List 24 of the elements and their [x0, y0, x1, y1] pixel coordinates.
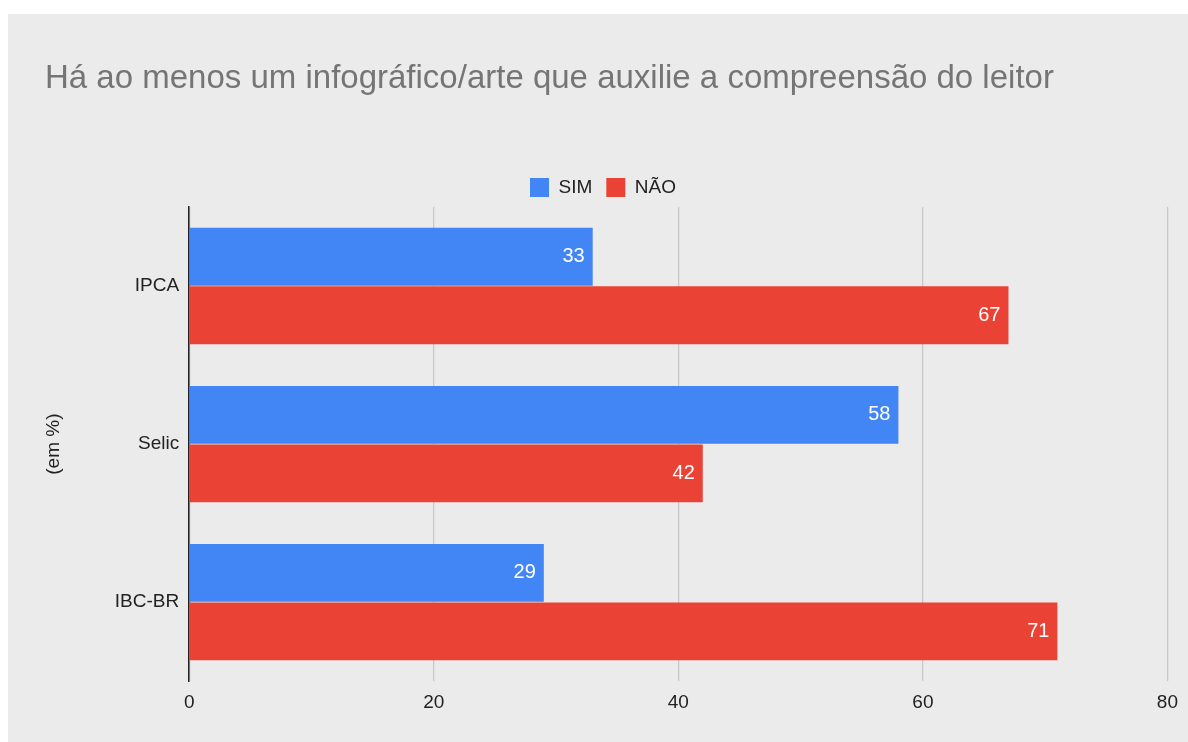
bar	[189, 286, 1009, 345]
x-tick-label: 40	[667, 690, 689, 712]
y-tick-label: IPCA	[134, 274, 180, 296]
x-tick-label: 60	[912, 690, 934, 712]
bar	[189, 602, 1058, 661]
bar	[189, 543, 544, 602]
bar	[189, 444, 703, 503]
chart-title: Há ao menos um infográfico/arte que auxilie a compreensão do leitor	[45, 57, 1055, 97]
y-axis-title: (em %)	[41, 413, 63, 475]
y-tick-label: Selic	[138, 432, 180, 454]
data-label: 58	[868, 402, 891, 425]
x-tick-label: 20	[423, 690, 445, 712]
data-label: 42	[672, 460, 695, 483]
bar	[189, 385, 899, 444]
data-label: 33	[562, 244, 585, 267]
data-label: 71	[1027, 618, 1050, 641]
x-tick-label: 80	[1156, 690, 1178, 712]
legend-label: SIM	[558, 175, 593, 197]
data-label: 67	[978, 302, 1001, 325]
data-label: 29	[513, 560, 536, 583]
x-tick-label: 0	[183, 690, 195, 712]
legend-label: NÃO	[634, 175, 676, 197]
y-tick-label: IBC-BR	[114, 590, 180, 612]
bar	[189, 227, 593, 286]
